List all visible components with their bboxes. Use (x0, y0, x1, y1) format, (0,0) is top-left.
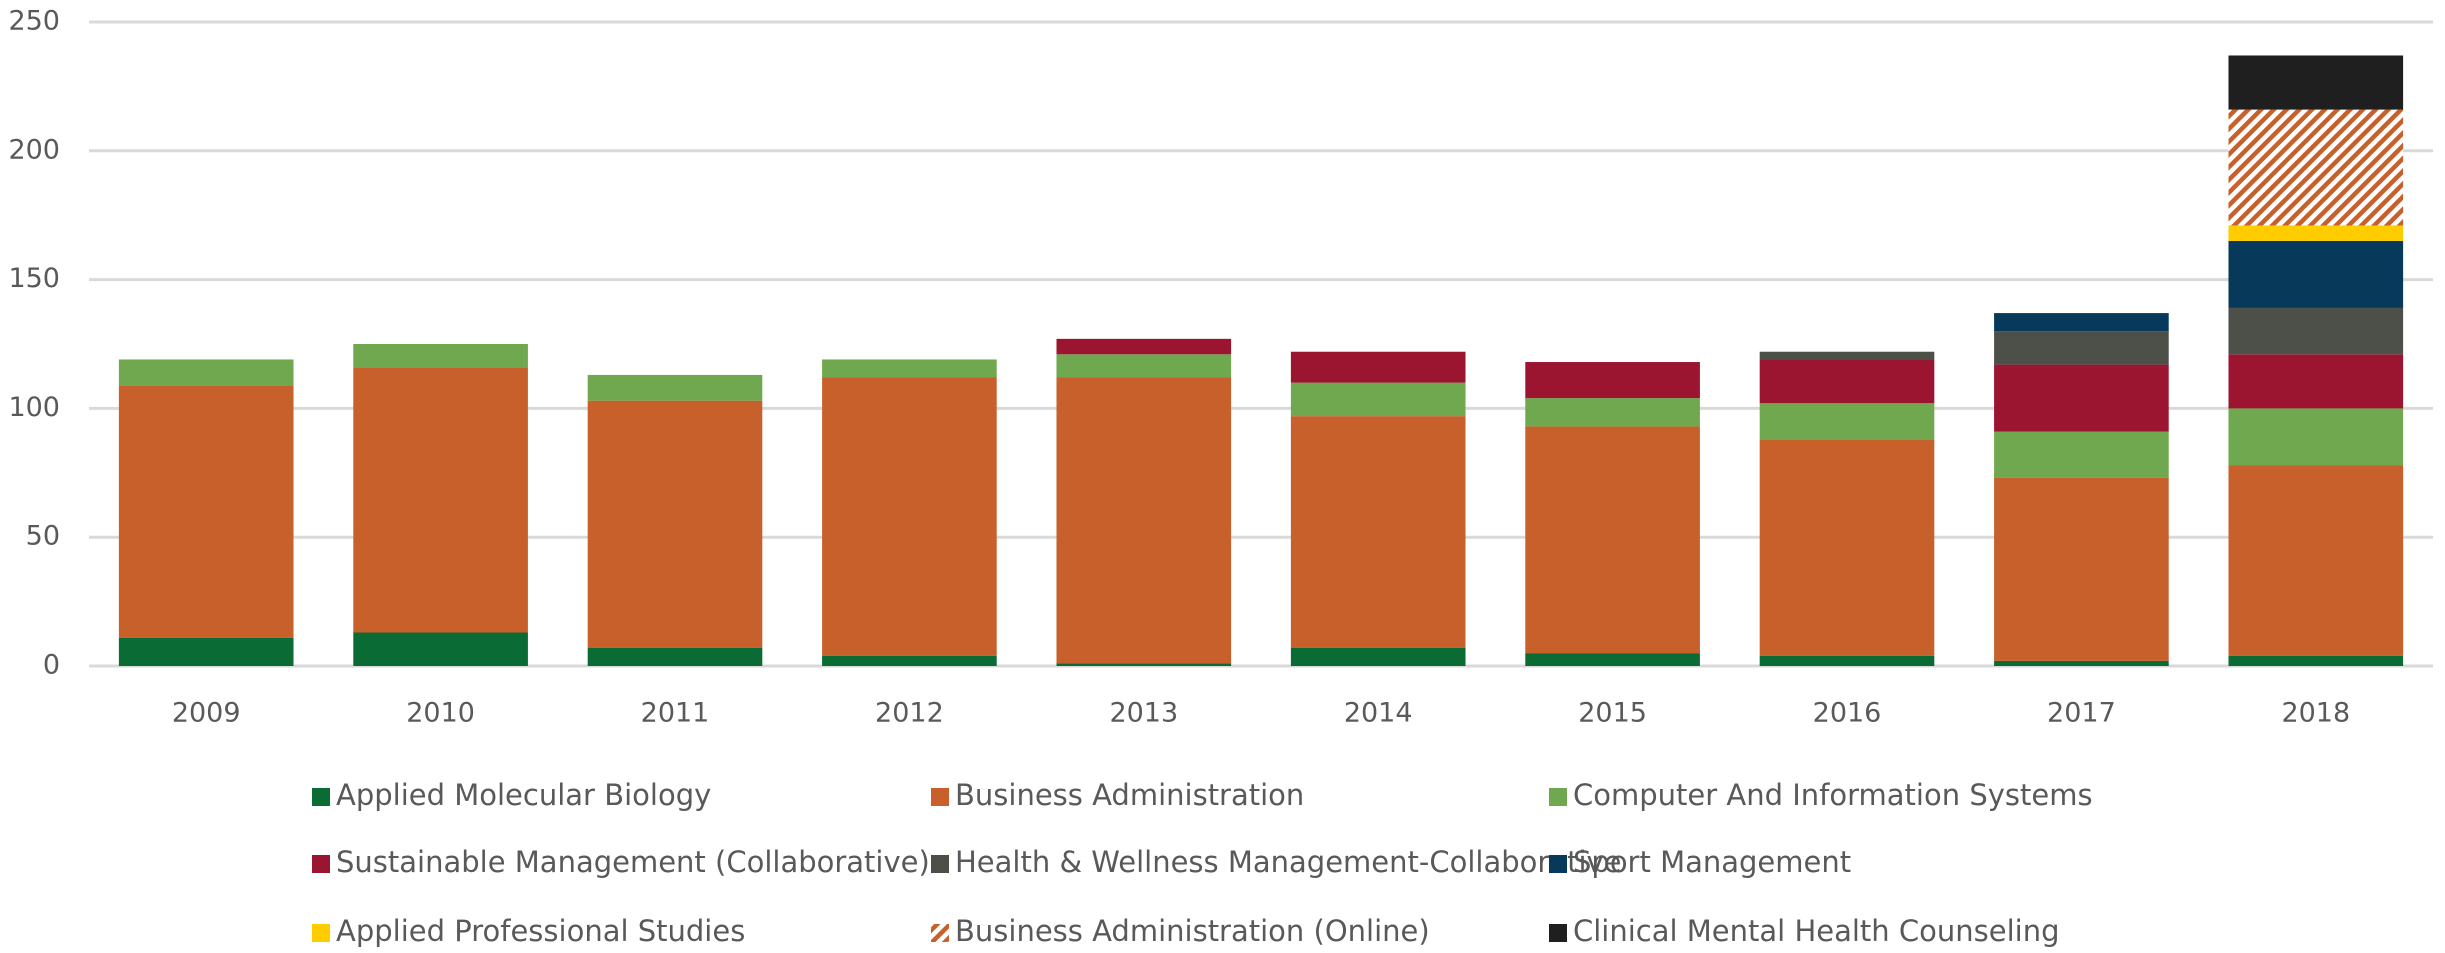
legend-label: Health & Wellness Management-Collaborati… (955, 845, 1622, 879)
legend-swatch (1549, 855, 1567, 873)
bar-segment (118, 385, 294, 638)
bar-segment (1994, 431, 2169, 478)
legend-swatch (312, 788, 330, 806)
legend-label: Applied Professional Studies (336, 914, 745, 948)
legend-label: Applied Molecular Biology (336, 778, 711, 812)
x-tick-label: 2009 (172, 698, 241, 729)
bar-segment (1759, 359, 1935, 404)
bar-segment (1290, 351, 1466, 383)
bar-segment (822, 359, 997, 378)
bar-segment (353, 344, 528, 368)
bar-segment (1994, 313, 2169, 332)
bar-segment (2228, 109, 2404, 226)
bar-segment (587, 647, 763, 666)
bar-segment (1994, 660, 2169, 666)
bar-segment (2228, 408, 2404, 466)
bar-segment (2228, 240, 2404, 308)
legend-swatch (1549, 788, 1567, 806)
bar-segment (822, 655, 997, 666)
bar-segment (1056, 354, 1232, 378)
x-tick-label: 2010 (406, 698, 475, 729)
bar-segment (1290, 647, 1466, 666)
bar-segment (1525, 398, 1700, 427)
bar-segment (2228, 55, 2404, 110)
bar-segment (1759, 403, 1935, 440)
bar-segment (118, 359, 294, 386)
x-tick-label: 2011 (641, 698, 710, 729)
bar-segment (1290, 382, 1466, 417)
bar-segment (1525, 362, 1700, 399)
x-tick-label: 2018 (2281, 698, 2350, 729)
legend-label: Sustainable Management (Collaborative) (336, 845, 930, 879)
bar-segment (353, 632, 528, 666)
bar-segment (1290, 416, 1466, 648)
bar-segment (1759, 351, 1935, 360)
legend-swatch (931, 788, 949, 806)
x-tick-label: 2017 (2047, 698, 2116, 729)
bar-segment (1056, 338, 1232, 355)
x-tick-label: 2012 (875, 698, 944, 729)
bar-segment (587, 400, 763, 648)
bar-segment (587, 374, 763, 401)
bar-segment (118, 637, 294, 666)
bar-segment (1056, 377, 1232, 664)
legend-swatch (1549, 924, 1567, 942)
bar-segment (1994, 477, 2169, 661)
bar-segment (1525, 426, 1700, 654)
y-tick-label: 150 (8, 263, 60, 294)
x-tick-label: 2015 (1578, 698, 1647, 729)
y-tick-label: 50 (26, 521, 60, 552)
legend-label: Clinical Mental Health Counseling (1573, 914, 2060, 948)
bar-segment (2228, 354, 2404, 409)
bar-segment (2228, 465, 2404, 656)
bar-segment (1759, 439, 1935, 656)
bar-segment (1994, 364, 2169, 432)
legend-label: Computer And Information Systems (1573, 778, 2093, 812)
bar-segment (1056, 663, 1232, 666)
legend-label: Business Administration (955, 778, 1304, 812)
y-tick-label: 0 (43, 650, 60, 681)
bar-segment (1994, 331, 2169, 365)
x-tick-label: 2016 (1813, 698, 1882, 729)
legend-label: Business Administration (Online) (955, 914, 1430, 948)
y-tick-label: 250 (8, 6, 60, 37)
legend-swatch (312, 855, 330, 873)
y-tick-label: 100 (8, 392, 60, 423)
bar-segment (1525, 653, 1700, 666)
legend-swatch (931, 855, 949, 873)
x-tick-label: 2014 (1344, 698, 1413, 729)
y-tick-label: 200 (8, 134, 60, 165)
bar-segment (1759, 655, 1935, 666)
legend-label: Sport Management (1573, 845, 1851, 879)
legend-swatch (312, 924, 330, 942)
bar-segment (822, 377, 997, 656)
bar-segment (2228, 225, 2404, 241)
legend-swatch (931, 924, 949, 942)
bar-segment (353, 367, 528, 633)
bar-segment (2228, 655, 2404, 666)
bar-segment (2228, 307, 2404, 355)
x-tick-label: 2013 (1109, 698, 1178, 729)
